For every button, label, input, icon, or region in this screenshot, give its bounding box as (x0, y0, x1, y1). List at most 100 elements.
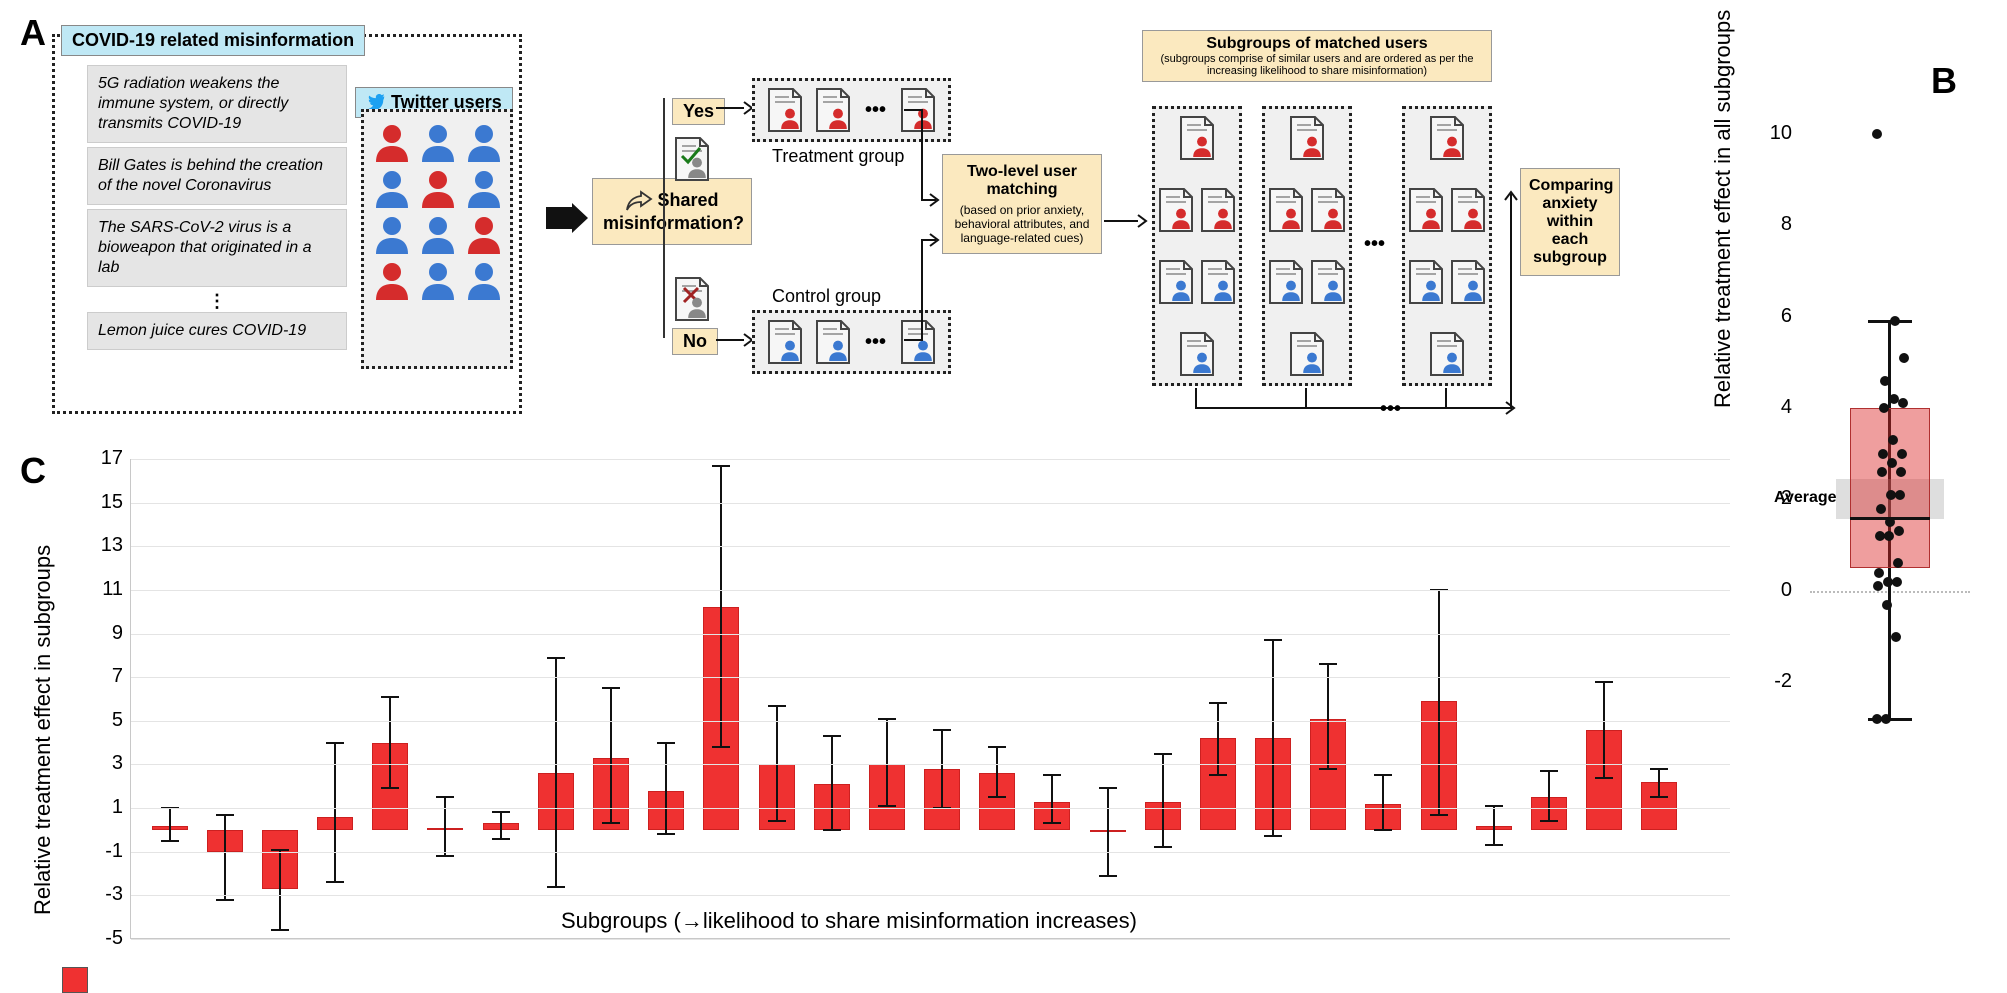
panel-b-point (1896, 467, 1906, 477)
panel-c-errorcap (1485, 844, 1503, 846)
panel-c-errorcap (602, 687, 620, 689)
arrows-to-matching (904, 100, 944, 350)
doc-icon (672, 276, 712, 322)
panel-c-errorcap (823, 829, 841, 831)
panel-c-errorcap (326, 881, 344, 883)
panel-c-errorcap (381, 787, 399, 789)
user-icon (418, 122, 458, 162)
doc-icon (1406, 259, 1446, 305)
panel-c-gridline (131, 677, 1730, 678)
user-icon (372, 260, 412, 300)
panel-b-point (1877, 467, 1887, 477)
doc-check-icon (672, 136, 712, 187)
doc-icon (1406, 187, 1446, 233)
user-icon (464, 168, 504, 208)
panel-c-errorbar (1493, 806, 1495, 845)
control-label: Control group (772, 286, 881, 307)
doc-x-icon (672, 276, 712, 327)
panel-b-point (1892, 577, 1902, 587)
arrow-to-treat (716, 100, 752, 116)
panel-c-errorcap (878, 805, 896, 807)
panel-c-errorbar (1051, 775, 1053, 823)
panel-c-errorbar (996, 747, 998, 797)
panel-b-point (1895, 490, 1905, 500)
panel-c-errorbar (941, 730, 943, 809)
matching-title: Two-level user matching (967, 163, 1077, 198)
panel-c-errorcap (1209, 774, 1227, 776)
misinfo-title: COVID-19 related misinformation (61, 25, 365, 56)
panel-c-errorcap (878, 718, 896, 720)
panel-c-errorbar (1438, 590, 1440, 815)
share-icon (625, 189, 653, 213)
panel-c-errorcap (1043, 822, 1061, 824)
panel-b-point (1890, 316, 1900, 326)
panel-c-gridline (131, 546, 1730, 547)
misinfo-item: Lemon juice cures COVID-19 (87, 312, 347, 350)
panel-c-errorcap (1264, 835, 1282, 837)
panel-b-tick: 6 (1760, 305, 1792, 328)
panel-c-errorcap (1374, 774, 1392, 776)
panel-b-boxplot: Relative treatment effect in all subgrou… (1710, 88, 1980, 728)
panel-c-errorcap (1540, 820, 1558, 822)
subgroup-dots: ••• (1364, 233, 1385, 256)
panel-c-ytick: 13 (87, 534, 123, 557)
panel-c-errorbar (665, 743, 667, 835)
panel-c-gridline (131, 764, 1730, 765)
user-icon (372, 214, 412, 254)
panel-c-errorcap (492, 811, 510, 813)
user-icon (418, 214, 458, 254)
user-icon (372, 168, 412, 208)
panel-c-errorcap (933, 729, 951, 731)
doc-icon (1177, 331, 1217, 377)
panel-c-ytick: 5 (87, 709, 123, 732)
twitter-users-box (361, 109, 513, 369)
panel-c-legend-swatch (62, 967, 88, 993)
panel-c-xlabel: Subgroups (→likelihood to share misinfor… (561, 908, 1137, 934)
panel-c-errorcap (988, 746, 1006, 748)
panel-c-gridline (131, 503, 1730, 504)
panel-c-errorcap (271, 929, 289, 931)
panel-c-errorcap (326, 742, 344, 744)
compare-box: Comparing anxiety within each subgroup (1520, 168, 1620, 276)
panel-c-errorcap (271, 849, 289, 851)
panel-label-c: C (20, 450, 46, 492)
panel-c-errorbar (224, 815, 226, 900)
panel-c-gridline (131, 895, 1730, 896)
panel-c-errorcap (216, 814, 234, 816)
panel-c-ytick: -1 (87, 840, 123, 863)
doc-icon (1266, 259, 1306, 305)
panel-c-ytick: 9 (87, 622, 123, 645)
subgroups-sub: (subgroups comprise of similar users and… (1151, 53, 1483, 77)
panel-b-point (1899, 353, 1909, 363)
matching-sub: (based on prior anxiety, behavioral attr… (951, 203, 1093, 245)
panel-c-errorcap (1154, 846, 1172, 848)
panel-c-ytick: 7 (87, 665, 123, 688)
panel-b-point (1887, 458, 1897, 468)
panel-b-avg-label: Average (1774, 489, 1837, 507)
panel-c-errorcap (602, 822, 620, 824)
doc-icon (1448, 187, 1488, 233)
panel-c-errorbar (1327, 664, 1329, 769)
user-icon (464, 122, 504, 162)
panel-c-errorbar (1107, 788, 1109, 875)
panel-c-errorcap (1099, 875, 1117, 877)
panel-b-point (1898, 398, 1908, 408)
figure-root: A B C COVID-19 related misinformation 5G… (10, 10, 1997, 970)
panel-c-errorcap (547, 657, 565, 659)
doc-icon (1427, 331, 1467, 377)
panel-c-gridline (131, 721, 1730, 722)
panel-c-errorbar (1548, 771, 1550, 821)
subgroup-dots-bottom: ••• (1380, 398, 1401, 421)
panel-c-errorcap (436, 796, 454, 798)
subgroups-title-box: Subgroups of matched users (subgroups co… (1142, 30, 1492, 82)
panel-c-errorbar (1162, 754, 1164, 848)
panel-c-plot-area: Subgroups (→likelihood to share misinfor… (130, 459, 1730, 939)
panel-c-gridline (131, 590, 1730, 591)
doc-icon (1448, 259, 1488, 305)
panel-c-errorbar (279, 850, 281, 931)
doc-icon (1287, 115, 1327, 161)
panel-c-errorcap (823, 735, 841, 737)
panel-label-a: A (20, 12, 46, 54)
panel-b-point (1888, 435, 1898, 445)
panel-b-tick: 4 (1760, 396, 1792, 419)
